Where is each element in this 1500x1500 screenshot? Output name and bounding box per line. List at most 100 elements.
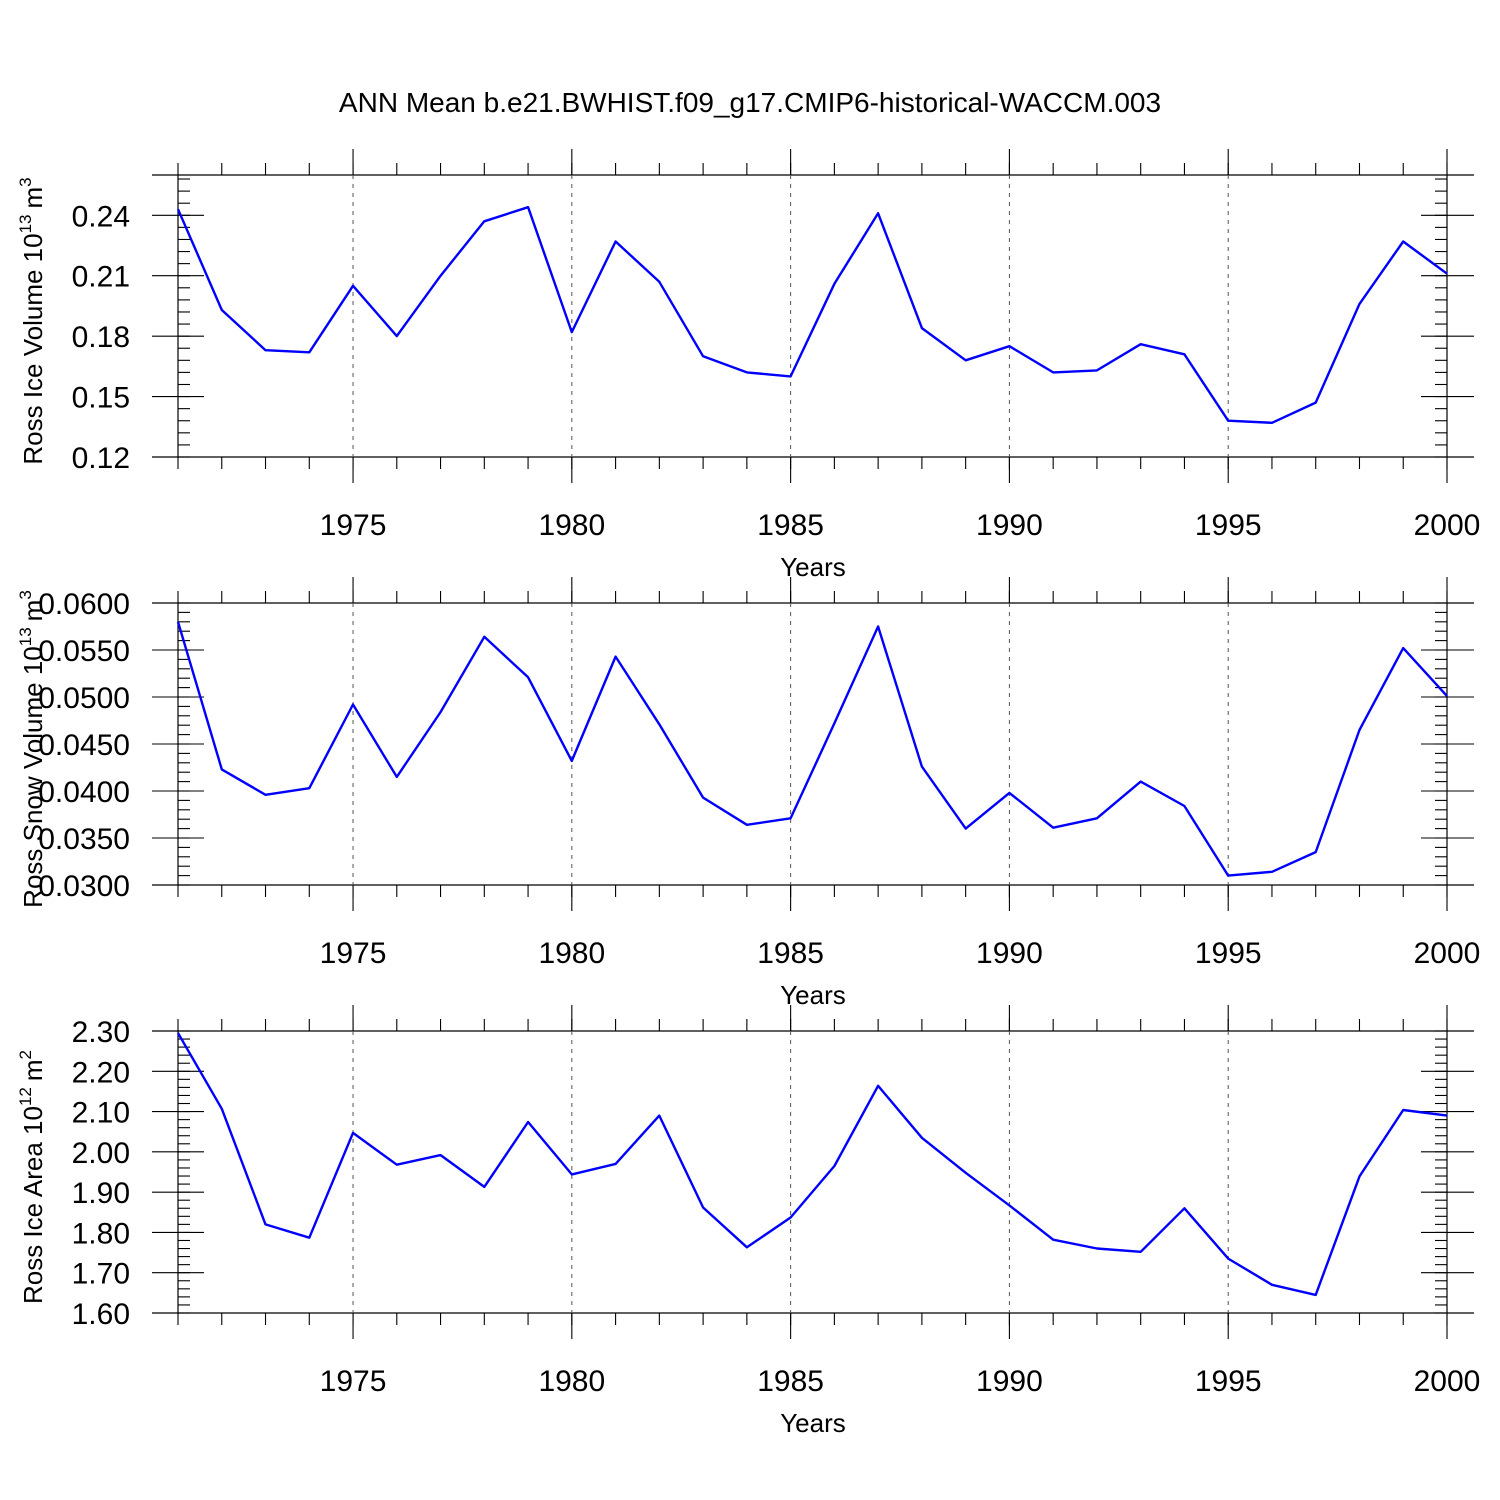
y-axis-title-unit: m <box>18 1059 48 1081</box>
x-tick-label: 1980 <box>538 937 605 970</box>
data-point <box>964 827 968 831</box>
data-point <box>526 1120 530 1124</box>
data-point <box>745 1245 749 1249</box>
data-point <box>351 703 355 707</box>
y-tick-label: 0.0400 <box>38 776 130 809</box>
data-point <box>220 308 224 312</box>
data-point <box>307 786 311 790</box>
data-point <box>570 759 574 763</box>
data-point <box>1007 1203 1011 1207</box>
y-tick-label: 1.90 <box>72 1177 130 1210</box>
data-point <box>920 326 924 330</box>
data-point <box>1095 816 1099 820</box>
y-axis-title-unit: m <box>18 187 48 209</box>
y-tick-label: 0.0550 <box>38 635 130 668</box>
y-axis-title-exponent: 13 <box>16 627 35 646</box>
x-tick-label: 1985 <box>757 509 824 542</box>
data-point <box>1445 272 1449 276</box>
data-point <box>920 765 924 769</box>
x-tick-label: 1975 <box>320 937 387 970</box>
data-point <box>307 1236 311 1240</box>
data-point <box>614 1162 618 1166</box>
data-point <box>876 1084 880 1088</box>
data-point <box>614 239 618 243</box>
x-tick-label: 1990 <box>976 1365 1043 1398</box>
x-tick-label: 1985 <box>757 937 824 970</box>
x-tick-label: 1990 <box>976 509 1043 542</box>
data-point <box>176 1031 180 1035</box>
data-point <box>1139 342 1143 346</box>
data-point <box>395 775 399 779</box>
series-line <box>176 1032 1448 1297</box>
data-point <box>482 635 486 639</box>
y-tick-label: 0.15 <box>72 382 130 415</box>
y-tick-label: 2.20 <box>72 1056 130 1089</box>
data-point <box>1139 780 1143 784</box>
y-tick-label: 0.0450 <box>38 729 130 762</box>
data-point <box>1270 1283 1274 1287</box>
data-point <box>964 1171 968 1175</box>
data-point <box>1095 1247 1099 1251</box>
x-tick-label: 1980 <box>538 1365 605 1398</box>
y-axis-title-exponent: 13 <box>16 214 35 233</box>
data-point <box>570 1172 574 1176</box>
data-point <box>745 370 749 374</box>
data-point <box>1051 370 1055 374</box>
data-point <box>1314 1293 1318 1297</box>
data-point <box>1401 646 1405 650</box>
figure-title: ANN Mean b.e21.BWHIST.f09_g17.CMIP6-hist… <box>339 87 1161 118</box>
y-tick-label: 0.0600 <box>38 588 130 621</box>
data-point <box>307 350 311 354</box>
data-point <box>1051 1238 1055 1242</box>
data-point <box>657 1114 661 1118</box>
data-point <box>439 1153 443 1157</box>
y-tick-label: 1.60 <box>72 1298 130 1331</box>
chart-panel-3: 1975 1980 1985 1990 1995 2000 1.60 1.70 1.80 1.90… <box>16 1005 1480 1438</box>
data-point <box>876 625 880 629</box>
data-point <box>701 354 705 358</box>
data-point <box>1314 850 1318 854</box>
data-point <box>351 1131 355 1135</box>
data-point <box>1226 1257 1230 1261</box>
data-point <box>701 796 705 800</box>
data-point <box>1270 870 1274 874</box>
data-point <box>220 1107 224 1111</box>
data-point <box>1182 804 1186 808</box>
data-point <box>176 620 180 624</box>
y-tick-label: 0.0350 <box>38 823 130 856</box>
data-point <box>789 816 793 820</box>
y-tick-label: 0.0300 <box>38 870 130 903</box>
data-point <box>832 721 836 725</box>
y-axis-title-exponent: 12 <box>16 1087 35 1106</box>
y-axis-title: Ross Snow Volume 1013 m3 <box>16 590 48 908</box>
data-point <box>395 334 399 338</box>
data-point <box>1226 874 1230 878</box>
x-tick-label: 1990 <box>976 937 1043 970</box>
x-axis-title: Years <box>780 1408 846 1438</box>
data-point <box>1357 302 1361 306</box>
x-tick-label: 1985 <box>757 1365 824 1398</box>
x-axis-title: Years <box>780 552 846 582</box>
x-tick-label: 1995 <box>1195 937 1262 970</box>
x-tick-label: 1995 <box>1195 509 1262 542</box>
y-tick-label: 2.10 <box>72 1097 130 1130</box>
data-point <box>570 330 574 334</box>
data-point <box>176 207 180 211</box>
y-axis-title: Ross Ice Area 1012 m2 <box>16 1050 48 1304</box>
data-point <box>439 710 443 714</box>
data-point <box>395 1163 399 1167</box>
data-point <box>1445 1114 1449 1118</box>
y-axis-title: Ross Ice Volume 1013 m3 <box>16 177 48 464</box>
y-tick-label: 2.30 <box>72 1016 130 1049</box>
x-tick-label: 2000 <box>1414 937 1481 970</box>
data-point <box>789 1216 793 1220</box>
y-tick-label: 1.70 <box>72 1258 130 1291</box>
data-point <box>701 1205 705 1209</box>
data-point <box>657 280 661 284</box>
data-point <box>1357 728 1361 732</box>
data-point <box>657 722 661 726</box>
data-point <box>1401 239 1405 243</box>
data-point <box>1226 419 1230 423</box>
data-point <box>964 358 968 362</box>
